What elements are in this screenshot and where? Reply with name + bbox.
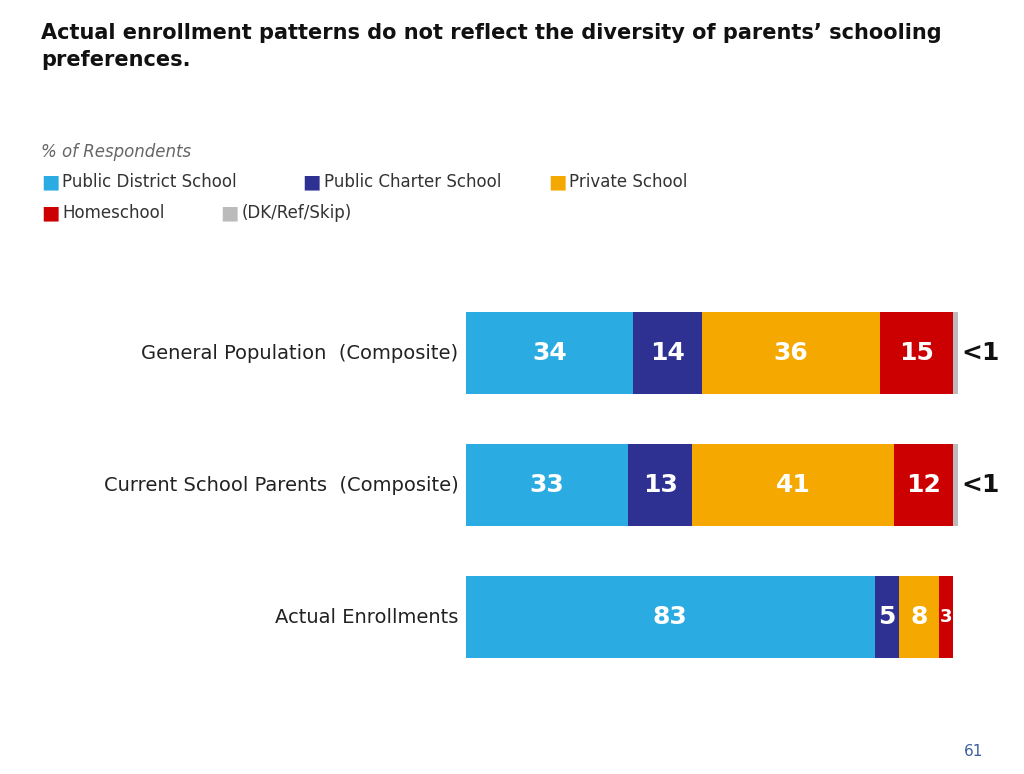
Text: <1: <1: [961, 474, 999, 498]
Bar: [466, 577, 874, 659]
Bar: [880, 313, 953, 394]
Bar: [634, 313, 702, 394]
Text: 83: 83: [653, 605, 688, 629]
Bar: [702, 313, 880, 394]
Text: 61: 61: [964, 744, 983, 759]
Text: 34: 34: [532, 341, 567, 365]
Text: 14: 14: [650, 341, 685, 365]
Bar: [953, 444, 958, 526]
Text: Public District School: Public District School: [62, 173, 238, 191]
Text: ■: ■: [548, 173, 566, 191]
Text: 5: 5: [879, 605, 896, 629]
Bar: [874, 577, 899, 659]
Text: Homeschool: Homeschool: [62, 204, 165, 222]
Text: 41: 41: [776, 474, 811, 498]
Text: Actual Enrollments: Actual Enrollments: [275, 608, 459, 627]
Text: % of Respondents: % of Respondents: [41, 143, 191, 161]
Bar: [466, 444, 629, 526]
Text: 13: 13: [643, 474, 678, 498]
Text: 36: 36: [773, 341, 808, 365]
Bar: [466, 313, 634, 394]
Text: <1: <1: [961, 341, 999, 365]
Bar: [939, 577, 953, 659]
Text: Actual enrollment patterns do not reflect the diversity of parents’ schooling
pr: Actual enrollment patterns do not reflec…: [41, 23, 942, 70]
Text: Current School Parents  (Composite): Current School Parents (Composite): [103, 476, 459, 495]
Bar: [899, 577, 939, 659]
Text: Public Charter School: Public Charter School: [324, 173, 501, 191]
Text: (DK/Ref/Skip): (DK/Ref/Skip): [242, 204, 352, 222]
Bar: [692, 444, 894, 526]
Text: Private School: Private School: [569, 173, 688, 191]
Text: General Population  (Composite): General Population (Composite): [141, 344, 459, 363]
Bar: [629, 444, 692, 526]
Bar: [953, 313, 958, 394]
Text: 3: 3: [940, 608, 952, 626]
Text: ■: ■: [220, 204, 239, 222]
Text: 8: 8: [910, 605, 928, 629]
Text: ■: ■: [302, 173, 321, 191]
Text: ■: ■: [41, 204, 59, 222]
Text: 15: 15: [899, 341, 934, 365]
Text: ■: ■: [41, 173, 59, 191]
Text: 12: 12: [906, 474, 941, 498]
Bar: [894, 444, 953, 526]
Text: 33: 33: [529, 474, 564, 498]
